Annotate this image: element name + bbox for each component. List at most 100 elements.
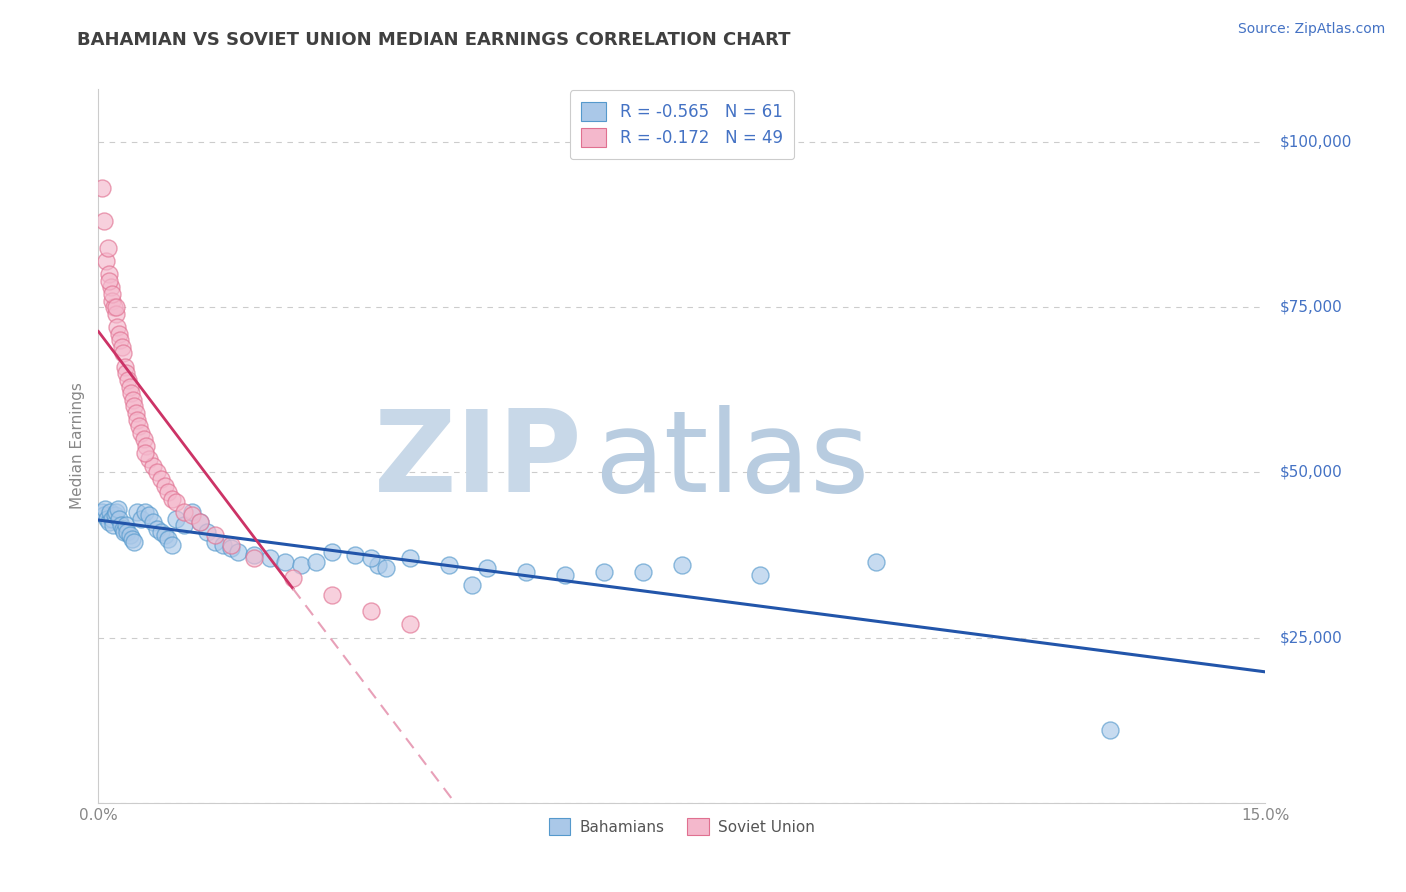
Point [98, 274, 121, 288]
Text: $25,000: $25,000 [1279, 630, 1343, 645]
Point [344, 548, 367, 562]
Point [93, 508, 115, 523]
Point [305, 555, 328, 569]
Point [118, 379, 141, 393]
Point [149, 524, 172, 539]
Point [96, 511, 118, 525]
Point [204, 528, 226, 542]
Point [134, 445, 156, 459]
Point [162, 491, 184, 506]
Point [180, 508, 202, 523]
Point [103, 300, 125, 314]
Point [165, 511, 187, 525]
Point [375, 561, 398, 575]
Point [593, 565, 616, 579]
Point [398, 551, 420, 566]
Text: $100,000: $100,000 [1279, 135, 1351, 150]
Point [212, 538, 235, 552]
Point [157, 485, 180, 500]
Point [105, 320, 128, 334]
Point [515, 565, 537, 579]
Point [114, 518, 136, 533]
Point [121, 392, 143, 407]
Point [115, 367, 138, 381]
Point [162, 538, 184, 552]
Point [259, 551, 281, 566]
Point [117, 373, 139, 387]
Point [94, 501, 117, 516]
Point [243, 548, 266, 562]
Text: ZIP: ZIP [374, 405, 582, 516]
Point [461, 578, 484, 592]
Point [360, 551, 382, 566]
Point [188, 515, 211, 529]
Point [281, 571, 304, 585]
Point [173, 505, 195, 519]
Legend: Bahamians, Soviet Union: Bahamians, Soviet Union [543, 812, 821, 841]
Point [100, 280, 122, 294]
Point [138, 452, 160, 467]
Point [96, 254, 118, 268]
Point [101, 287, 124, 301]
Point [204, 534, 226, 549]
Point [112, 346, 135, 360]
Point [104, 307, 127, 321]
Point [91, 181, 114, 195]
Point [107, 501, 129, 516]
Point [104, 300, 127, 314]
Point [104, 508, 127, 523]
Point [398, 617, 420, 632]
Point [127, 505, 149, 519]
Point [108, 511, 131, 525]
Point [188, 515, 211, 529]
Point [153, 528, 176, 542]
Point [321, 545, 343, 559]
Point [112, 524, 135, 539]
Text: atlas: atlas [595, 405, 870, 516]
Point [748, 567, 770, 582]
Point [157, 532, 180, 546]
Point [290, 558, 312, 572]
Point [111, 340, 134, 354]
Point [122, 534, 145, 549]
Point [865, 555, 887, 569]
Point [142, 458, 165, 473]
Point [115, 524, 138, 539]
Point [122, 400, 145, 414]
Text: Source: ZipAtlas.com: Source: ZipAtlas.com [1237, 22, 1385, 37]
Point [149, 472, 172, 486]
Point [120, 386, 142, 401]
Point [146, 522, 169, 536]
Point [477, 561, 499, 575]
Point [243, 551, 266, 566]
Point [219, 541, 242, 556]
Point [153, 478, 176, 492]
Text: $50,000: $50,000 [1279, 465, 1343, 480]
Point [97, 241, 120, 255]
Point [228, 545, 250, 559]
Text: $75,000: $75,000 [1279, 300, 1343, 315]
Point [554, 567, 576, 582]
Point [118, 528, 141, 542]
Point [437, 558, 460, 572]
Point [108, 333, 131, 347]
Point [129, 425, 152, 440]
Point [132, 433, 155, 447]
Point [129, 511, 152, 525]
Point [321, 588, 343, 602]
Point [173, 518, 195, 533]
Point [274, 555, 297, 569]
Point [367, 558, 389, 572]
Point [107, 326, 129, 341]
Point [135, 439, 157, 453]
Point [91, 505, 114, 519]
Point [360, 604, 382, 618]
Point [165, 495, 187, 509]
Point [631, 565, 654, 579]
Point [127, 412, 149, 426]
Point [111, 522, 134, 536]
Point [110, 518, 132, 533]
Text: BAHAMIAN VS SOVIET UNION MEDIAN EARNINGS CORRELATION CHART: BAHAMIAN VS SOVIET UNION MEDIAN EARNINGS… [77, 31, 790, 49]
Point [93, 214, 115, 228]
Point [180, 505, 202, 519]
